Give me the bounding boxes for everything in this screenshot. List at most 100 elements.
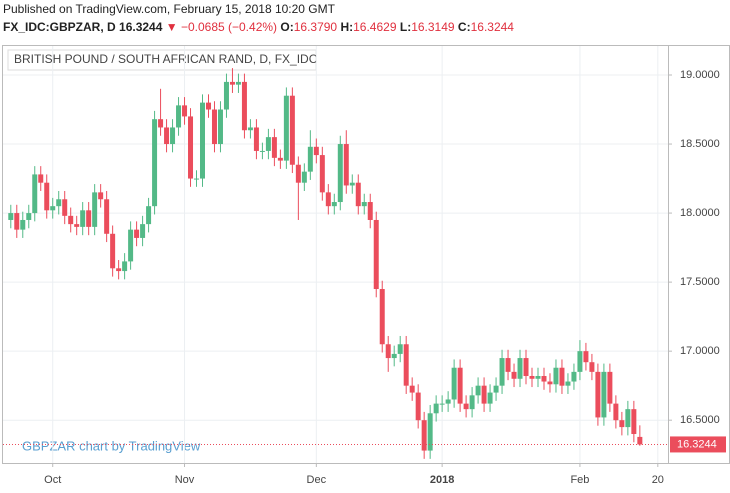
candle-body [445,399,451,404]
candle-body [451,367,457,400]
candle-body [433,403,439,414]
candle-body [50,206,56,211]
grid [3,46,668,463]
y-tick-label: 17.5000 [680,276,720,288]
candle-body [379,289,385,345]
candle-body [307,146,313,172]
candle-body [271,137,277,158]
candle-body [211,109,217,145]
candle-body [619,420,625,428]
candle-body [56,199,62,207]
candle-body [182,105,188,117]
header: Published on TradingView.com, February 1… [3,0,514,36]
candle-body [194,178,200,180]
last: 16.3244 [119,20,163,34]
candle-body [253,127,259,151]
candle-body [595,371,601,418]
candle-body [391,353,397,359]
candle-body [32,174,38,214]
x-tick-label: 2018 [430,474,454,486]
candle-body [247,127,253,131]
c: 16.3244 [470,20,514,34]
candle-body [235,81,241,85]
change: ▼ −0.0685 (−0.42%) [165,20,278,34]
candle-body [613,403,619,421]
h: 16.4629 [353,20,397,34]
candle-body [8,213,14,220]
candle-body [80,210,86,227]
candle-body [134,229,140,238]
candle-body [205,102,211,110]
candle-body [637,436,643,445]
candle-body [170,127,176,145]
candle-body [505,358,511,372]
x-tick-label: Oct [44,474,61,486]
x-tick-label: Feb [570,474,589,486]
candle-body [409,385,415,393]
candle-body [122,261,128,272]
candle-body [295,164,301,183]
candle-body [511,371,517,379]
candle-body [523,358,529,377]
candle-body [541,376,547,382]
candle-body [283,95,289,161]
candle-body [343,144,349,186]
candle-body [158,119,164,128]
candle-body [403,344,409,386]
last-price-label: 16.3244 [677,438,717,450]
h-label: H: [340,20,354,34]
o-label: O: [280,20,294,34]
candle-body [361,202,367,207]
candle-body [20,219,26,230]
candle-body [289,95,295,165]
candle-body [415,392,421,421]
candle-body [583,351,589,363]
candle-body [128,229,134,262]
candle-body [319,155,325,193]
candle-body [367,202,373,220]
candle-body [62,199,68,216]
candle-body [265,137,271,151]
candle-body [475,385,481,396]
candle-body [38,174,44,183]
candle-body [601,371,607,418]
y-tick-label: 16.5000 [680,414,720,426]
candle-body [176,105,182,128]
candle-body [259,150,265,152]
candle-body [223,81,229,110]
candle-body [241,81,247,131]
candle-body [463,403,469,410]
candle-body [164,127,170,145]
candle-body [104,199,110,234]
last-price-box [670,436,726,453]
candle-body [571,371,577,382]
candle-body [98,192,104,200]
c-label: C: [457,20,471,34]
y-tick-label: 17.0000 [680,345,720,357]
candle-body [517,358,523,379]
candle-body [26,213,32,220]
candle-body [217,109,223,145]
candle-body [355,182,361,207]
candle-body [188,116,194,179]
candle-body [200,102,205,179]
candle-body [529,376,535,379]
candle-body [553,367,559,385]
candle-body [110,233,116,269]
candle-body [481,385,487,404]
candle-body [547,381,553,385]
candle-body [331,202,337,207]
x-tick-label: Dec [307,474,327,486]
candle-body [499,358,505,386]
watermark: GBPZAR chart by TradingView [22,438,201,453]
candle-body [86,210,92,227]
candle-body [487,392,493,404]
candle-body [631,409,637,435]
candle-body [325,192,331,207]
candle-body [349,182,355,186]
candle-body [577,351,583,372]
candle-body [301,171,307,183]
candle-body [385,344,391,359]
